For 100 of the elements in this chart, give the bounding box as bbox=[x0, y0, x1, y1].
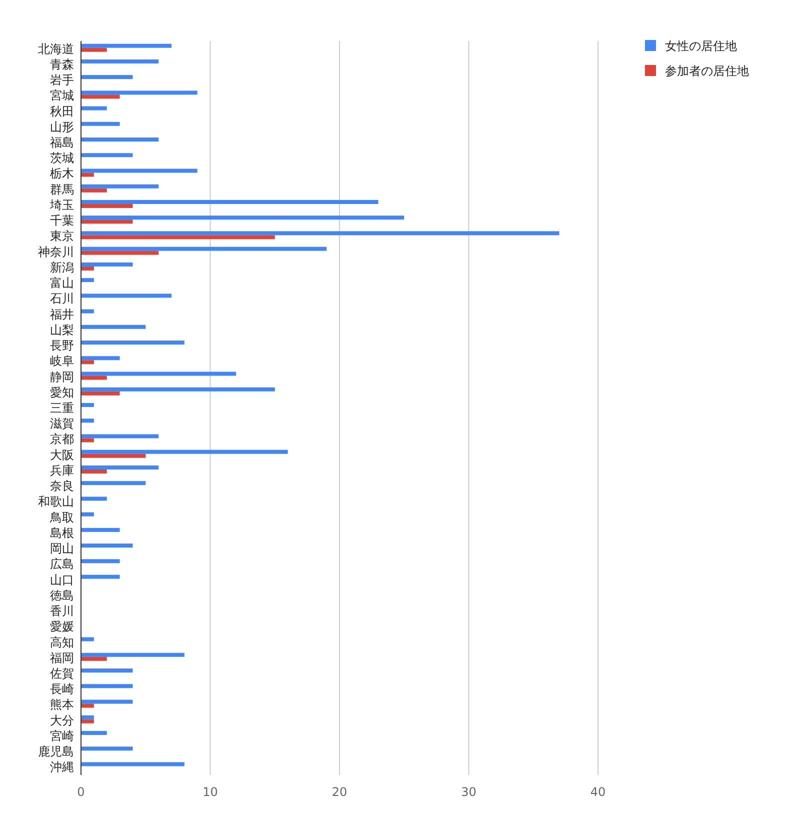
bar bbox=[81, 90, 198, 95]
y-tick-label: 福井 bbox=[50, 307, 74, 322]
bar bbox=[81, 668, 133, 672]
y-tick-label: 香川 bbox=[50, 604, 74, 618]
bar bbox=[81, 246, 327, 251]
bar bbox=[81, 656, 107, 661]
y-tick-label: 佐賀 bbox=[50, 666, 74, 680]
bar bbox=[81, 340, 184, 345]
y-tick-label: 埼玉 bbox=[49, 198, 74, 212]
y-tick-label: 京都 bbox=[50, 432, 74, 446]
y-tick-label: 大阪 bbox=[50, 448, 74, 462]
y-tick-label: 滋賀 bbox=[50, 416, 74, 431]
bar bbox=[81, 216, 404, 220]
y-tick-label: 兵庫 bbox=[50, 463, 74, 478]
x-tick-label: 10 bbox=[202, 785, 218, 799]
y-tick-label: 茨城 bbox=[50, 151, 74, 166]
y-tick-label: 静岡 bbox=[50, 370, 74, 384]
bar bbox=[81, 512, 94, 516]
y-tick-label: 宮城 bbox=[50, 88, 74, 103]
bar bbox=[81, 356, 120, 360]
y-tick-label: 和歌山 bbox=[38, 494, 74, 509]
y-tick-label: 北海道 bbox=[38, 42, 74, 56]
y-tick-label: 鹿児島 bbox=[38, 744, 74, 759]
bar bbox=[81, 438, 94, 442]
y-tick-label: 神奈川 bbox=[38, 244, 74, 259]
y-tick-label: 徳島 bbox=[50, 588, 74, 602]
y-tick-label: 沖縄 bbox=[50, 760, 74, 774]
bar bbox=[81, 719, 94, 724]
bar bbox=[81, 294, 172, 298]
y-tick-label: 熊本 bbox=[50, 698, 74, 712]
y-tick-label: 鳥取 bbox=[49, 510, 74, 524]
y-tick-label: 高知 bbox=[50, 635, 74, 650]
bar bbox=[81, 574, 120, 579]
bar bbox=[81, 235, 275, 240]
bar bbox=[81, 481, 146, 486]
y-tick-label: 秋田 bbox=[50, 104, 74, 118]
x-tick-label: 40 bbox=[590, 785, 606, 799]
y-tick-label: 群馬 bbox=[50, 182, 74, 196]
y-tick-label: 愛知 bbox=[50, 385, 74, 400]
bar bbox=[81, 652, 184, 657]
bar bbox=[81, 309, 94, 314]
bar bbox=[81, 262, 133, 266]
bar bbox=[81, 469, 107, 474]
bar bbox=[81, 172, 94, 177]
bar bbox=[81, 168, 198, 173]
y-tick-label: 長野 bbox=[50, 338, 74, 353]
bar bbox=[81, 94, 120, 99]
bar bbox=[81, 746, 133, 751]
bar bbox=[81, 376, 107, 380]
bar bbox=[81, 391, 120, 396]
y-tick-label: 宮崎 bbox=[50, 728, 74, 743]
bar bbox=[81, 387, 275, 392]
y-tick-label: 山口 bbox=[50, 572, 74, 587]
bar bbox=[81, 59, 159, 64]
bar bbox=[81, 704, 94, 708]
bar bbox=[81, 122, 120, 126]
bar bbox=[81, 200, 378, 204]
bar bbox=[81, 715, 94, 720]
y-tick-label: 千葉 bbox=[50, 214, 74, 228]
bar bbox=[81, 528, 120, 532]
y-tick-label: 岡山 bbox=[50, 542, 74, 556]
bar bbox=[81, 418, 94, 423]
bar bbox=[81, 684, 133, 688]
bar bbox=[81, 496, 107, 501]
bar bbox=[81, 266, 94, 270]
bar bbox=[81, 559, 120, 564]
x-tick-label: 30 bbox=[461, 785, 476, 799]
y-tick-label: 大分 bbox=[50, 713, 74, 728]
y-tick-label: 石川 bbox=[50, 292, 74, 306]
bar bbox=[81, 106, 107, 110]
x-tick-label: 20 bbox=[332, 785, 348, 799]
bar bbox=[81, 324, 146, 329]
bar bbox=[81, 450, 288, 454]
bar bbox=[81, 544, 133, 548]
y-tick-label: 奈良 bbox=[50, 479, 74, 494]
bar bbox=[81, 454, 146, 458]
bar bbox=[81, 188, 107, 192]
bar bbox=[81, 465, 159, 470]
y-tick-label: 青森 bbox=[50, 57, 74, 72]
y-tick-label: 長崎 bbox=[50, 682, 74, 696]
y-tick-label: 岐阜 bbox=[50, 354, 74, 368]
bar bbox=[81, 220, 133, 224]
y-tick-label: 三重 bbox=[50, 401, 74, 415]
y-tick-label: 新潟 bbox=[50, 260, 74, 274]
legend-label: 参加者の居住地 bbox=[665, 64, 749, 78]
y-tick-label: 愛媛 bbox=[50, 620, 74, 634]
y-tick-label: 東京 bbox=[50, 229, 74, 244]
bar bbox=[81, 278, 94, 282]
bar bbox=[81, 75, 133, 80]
bar bbox=[81, 204, 133, 208]
bar bbox=[81, 637, 94, 642]
y-tick-label: 山梨 bbox=[50, 322, 74, 337]
y-tick-label: 山形 bbox=[50, 120, 74, 134]
y-tick-label: 栃木 bbox=[50, 166, 74, 181]
bar bbox=[81, 48, 107, 52]
bar bbox=[81, 44, 172, 48]
y-tick-label: 岩手 bbox=[50, 73, 74, 88]
y-tick-label: 福岡 bbox=[50, 650, 74, 665]
y-tick-label: 島根 bbox=[50, 526, 74, 540]
y-tick-label: 福島 bbox=[50, 136, 74, 150]
